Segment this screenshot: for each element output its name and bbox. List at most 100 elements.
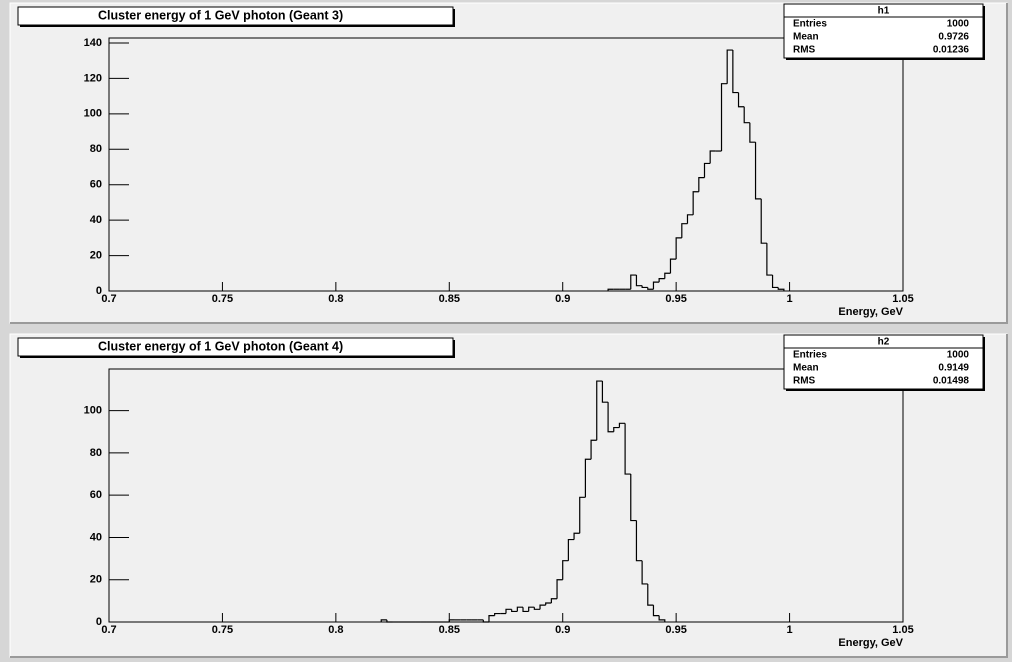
stats-value: 0.01236 (933, 45, 970, 56)
y-tick-label: 60 (90, 489, 102, 501)
histogram-bin (664, 272, 671, 279)
y-tick-label: 100 (84, 405, 102, 417)
stats-name: h1 (878, 6, 890, 17)
y-tick-label: 20 (90, 574, 102, 586)
histogram-bin (681, 223, 688, 238)
histogram-bin (607, 288, 614, 291)
histogram-bin (562, 560, 569, 580)
y-tick-label: 40 (90, 214, 102, 226)
plot-frame (108, 37, 904, 292)
pad: 0.7 0.75 0.8 0.85 0.9 0.95 1 1.05 0 20 40 60 80 100 En… (9, 333, 1008, 658)
y-tick-label: 0 (96, 616, 102, 628)
stats-label: Entries (793, 19, 827, 30)
pad-bevel (10, 334, 1008, 658)
histogram-bin (386, 619, 393, 623)
stats-label: RMS (793, 45, 816, 56)
x-axis-label: Energy, GeV (838, 306, 903, 318)
histogram-bin (766, 243, 773, 276)
histogram-bin (771, 275, 779, 289)
histogram-bin (573, 532, 580, 540)
y-tick-label: 80 (90, 447, 102, 459)
histogram-bin (652, 605, 660, 617)
pad: 0.7 0.75 0.8 0.85 0.9 0.95 1 1.05 0 20 40 60 80 100 12… (9, 2, 1008, 324)
x-tick-label: 0.75 (212, 293, 233, 305)
histogram-bin (539, 604, 546, 610)
x-tick-label: 1 (787, 293, 793, 305)
histogram-bin (448, 619, 455, 622)
histogram-bin (647, 287, 654, 290)
pad-bevel (10, 3, 1008, 324)
histogram-bin (528, 606, 535, 612)
histogram-bin (556, 579, 563, 599)
x-tick-label: 0.8 (328, 293, 343, 305)
x-tick-label: 0.85 (439, 293, 460, 305)
histogram-bin (652, 281, 660, 290)
histogram-bin (658, 615, 666, 622)
stats-value: 0.01498 (933, 376, 970, 387)
histogram-bin (567, 538, 575, 561)
histogram-bin (618, 422, 626, 428)
histogram-bin (607, 402, 614, 433)
y-tick-label: 0 (96, 285, 102, 297)
stats-label: Mean (793, 32, 819, 43)
histogram-bin (550, 598, 558, 603)
histogram-bin (726, 49, 733, 84)
title-box (17, 6, 454, 26)
histogram-bin (743, 106, 750, 124)
histogram-bin (630, 274, 637, 290)
histogram-bin (380, 619, 387, 622)
histogram-bin (692, 191, 699, 215)
x-tick-label: 0.7 (101, 293, 116, 305)
histogram-bin (584, 458, 592, 498)
histogram-bin (635, 520, 643, 562)
histogram-bin (737, 92, 745, 108)
y-tick-label: 120 (84, 72, 102, 84)
histogram-bin (635, 275, 643, 287)
histogram-bin (703, 162, 711, 178)
histogram-bin (641, 560, 648, 585)
stats-label: Entries (793, 350, 827, 361)
x-tick-label: 0.9 (555, 624, 570, 636)
stats-label: Mean (793, 363, 819, 374)
histogram-bin (494, 612, 501, 616)
histogram-bin (579, 496, 586, 534)
x-tick-label: 0.85 (439, 624, 460, 636)
y-tick-label: 100 (84, 108, 102, 120)
stats-box (783, 3, 984, 59)
chart-title: Cluster energy of 1 GeV photon (Geant 3) (98, 8, 343, 22)
x-tick-label: 0.95 (665, 624, 686, 636)
stats-value: 0.9726 (938, 32, 969, 43)
y-tick-label: 140 (84, 37, 102, 49)
stats-box (783, 334, 984, 390)
title-box (17, 337, 454, 357)
y-tick-label: 60 (90, 179, 102, 191)
x-tick-label: 0.9 (555, 293, 570, 305)
histogram-bin (482, 619, 489, 623)
histogram-bin (516, 606, 524, 612)
x-tick-label: 0.7 (101, 624, 116, 636)
stats-name: h2 (878, 337, 890, 348)
histogram-bin (754, 142, 762, 200)
x-tick-label: 0.75 (212, 624, 233, 636)
histogram-bin (522, 607, 529, 613)
y-tick-label: 20 (90, 249, 102, 261)
histogram-bin (675, 237, 682, 260)
histogram-bin (505, 608, 512, 614)
stats-value: 0.9149 (938, 363, 969, 374)
histogram-bin (732, 50, 739, 94)
histogram-bin (596, 380, 603, 441)
histogram-bin (658, 277, 665, 283)
stats-value: 1000 (947, 19, 970, 30)
histogram-bin (533, 607, 541, 610)
histogram-bin (613, 426, 620, 432)
x-tick-label: 0.8 (328, 624, 343, 636)
histogram-bin (545, 602, 552, 606)
y-tick-label: 40 (90, 531, 102, 543)
x-tick-label: 1 (787, 624, 793, 636)
histogram-bin (777, 287, 785, 291)
histogram-bin (511, 609, 518, 613)
histogram-bin (709, 150, 716, 164)
histogram-bin (698, 177, 705, 192)
x-axis-label: Energy, GeV (838, 637, 903, 649)
